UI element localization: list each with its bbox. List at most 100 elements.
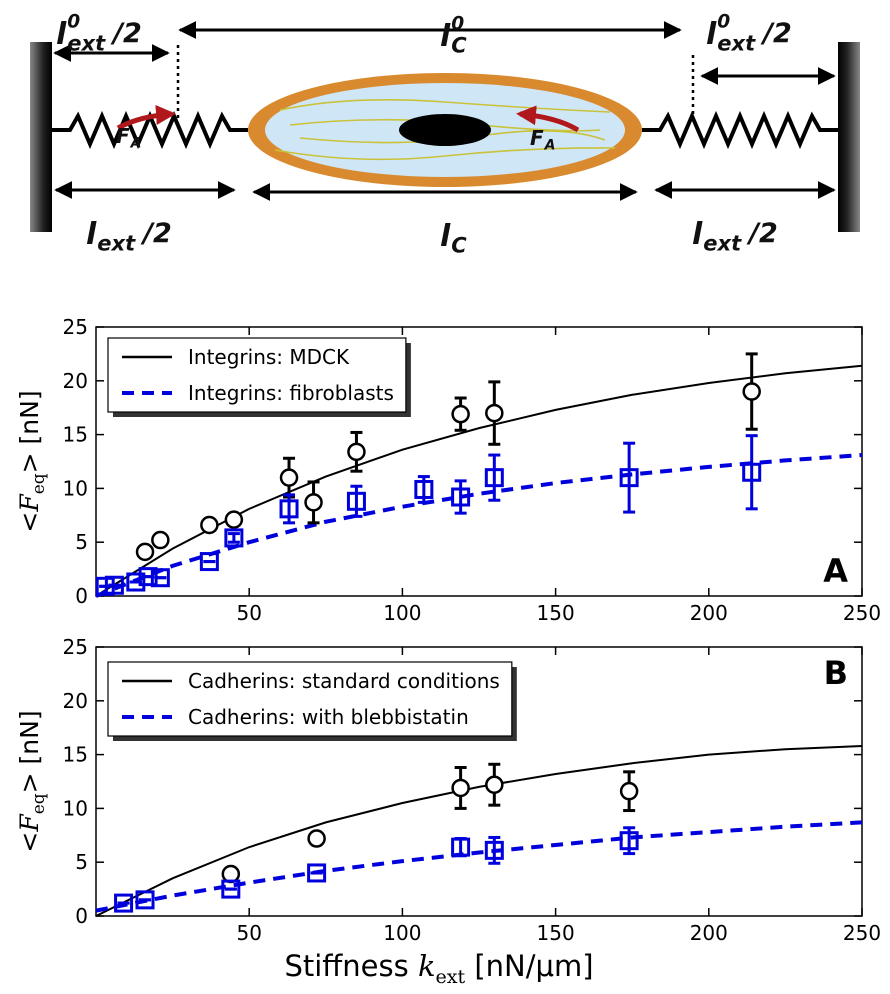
data-point — [742, 462, 762, 482]
x-tick-label: 150 — [537, 601, 575, 625]
data-point — [451, 837, 471, 857]
label-part: ext — [436, 966, 466, 988]
actin-fibers — [274, 98, 616, 161]
x-tick-label: 50 — [236, 921, 261, 945]
label-sub: ext — [67, 32, 106, 56]
plot-frame — [95, 646, 863, 917]
spring — [642, 110, 838, 150]
fit-line — [95, 364, 863, 597]
label-sup: 0 — [67, 12, 80, 33]
data-point — [307, 863, 327, 883]
data-point — [224, 528, 244, 548]
error-bar — [227, 532, 240, 544]
label-sup: 0 — [717, 12, 730, 33]
label-part: k — [418, 949, 436, 983]
label-part: F — [15, 813, 44, 833]
data-point — [742, 382, 761, 401]
data-point — [126, 572, 146, 592]
x-tick-label: 250 — [843, 921, 881, 945]
force-arrow — [516, 105, 580, 133]
wall — [30, 42, 52, 232]
y-tick-label: 5 — [75, 850, 88, 874]
y-tick-label: 20 — [63, 689, 88, 713]
error-bar — [745, 434, 758, 511]
label-base: l — [56, 17, 67, 52]
label-tail: /2 — [746, 218, 778, 249]
data-point — [451, 404, 470, 424]
legend-label: Cadherins: standard conditions — [188, 669, 500, 693]
data-point — [151, 530, 170, 550]
data-point — [138, 567, 158, 587]
data-point — [104, 575, 124, 595]
data-point — [307, 829, 326, 848]
data-point — [484, 840, 504, 860]
diagram — [30, 21, 860, 232]
force-arrow — [116, 105, 176, 131]
x-tick-label: 150 — [537, 921, 575, 945]
error-bar — [350, 484, 363, 518]
panel-label: B — [824, 654, 848, 692]
data-point — [451, 487, 471, 507]
y-tick-label: 10 — [63, 476, 88, 500]
label-base: l — [440, 219, 451, 254]
data-point — [619, 831, 639, 851]
data-point — [279, 499, 299, 519]
label-part: Stiffness — [284, 949, 417, 983]
error-bar — [283, 493, 296, 525]
x-tick-label: 100 — [383, 921, 421, 945]
label-sub: ext — [717, 32, 756, 56]
y-axis-label: <Feq> [nN] — [15, 710, 49, 852]
label-part: < — [15, 512, 44, 533]
y-tick-label: 5 — [75, 530, 88, 554]
label-part: > [nN] — [15, 710, 44, 793]
label-sup: 0 — [451, 14, 464, 35]
x-tick-label: 200 — [690, 921, 728, 945]
legend: Integrins: MDCK Integrins: fibroblasts — [107, 337, 411, 417]
x-axis-label: Stiffness kext [nN/μm] — [284, 949, 593, 988]
label-sub: ext — [97, 232, 136, 256]
data-point — [221, 879, 241, 899]
fit-line — [95, 744, 863, 917]
label-base: F — [116, 124, 130, 148]
data-point — [484, 468, 504, 488]
label-sub: C — [451, 234, 467, 258]
data-point — [451, 778, 470, 798]
label-sub: A — [544, 137, 556, 153]
data-point — [414, 479, 434, 499]
label-sub: A — [130, 135, 142, 151]
label-part: < — [15, 832, 44, 853]
label-base: l — [692, 217, 703, 252]
data-point — [224, 510, 244, 529]
y-tick-label: 0 — [75, 904, 88, 928]
spring — [52, 110, 248, 150]
y-tick-label: 20 — [63, 369, 88, 393]
y-tick-label: 10 — [63, 796, 88, 820]
chart-panel: 50 100 150 200 250 0 5 10 15 20 25 <Feq> [nN] Integr… — [15, 315, 881, 625]
label-part: eq — [29, 793, 49, 814]
legend-box — [107, 337, 407, 413]
legend: Cadherins: standard conditions Cadherins:… — [107, 661, 517, 741]
data-point — [200, 515, 219, 535]
error-bar — [488, 453, 501, 502]
x-tick-label: 200 — [690, 601, 728, 625]
wall — [838, 42, 860, 232]
label-part: eq — [29, 473, 49, 494]
data-point — [304, 493, 323, 512]
label-base: l — [440, 19, 451, 54]
label-sub: ext — [703, 232, 742, 256]
label-base: l — [706, 17, 717, 52]
data-point — [135, 542, 155, 562]
data-point — [485, 403, 504, 423]
data-point — [150, 568, 170, 588]
x-tick-label: 250 — [843, 601, 881, 625]
nucleus — [399, 114, 491, 146]
x-tick-label: 100 — [383, 601, 421, 625]
panel-label: A — [823, 552, 848, 590]
label-sub: C — [451, 34, 467, 58]
data-point — [135, 890, 155, 910]
label-part: > [nN] — [15, 390, 44, 473]
label-part: [nN/μm] — [465, 949, 593, 983]
plot-frame — [95, 326, 863, 597]
label-tail: /2 — [140, 218, 172, 249]
